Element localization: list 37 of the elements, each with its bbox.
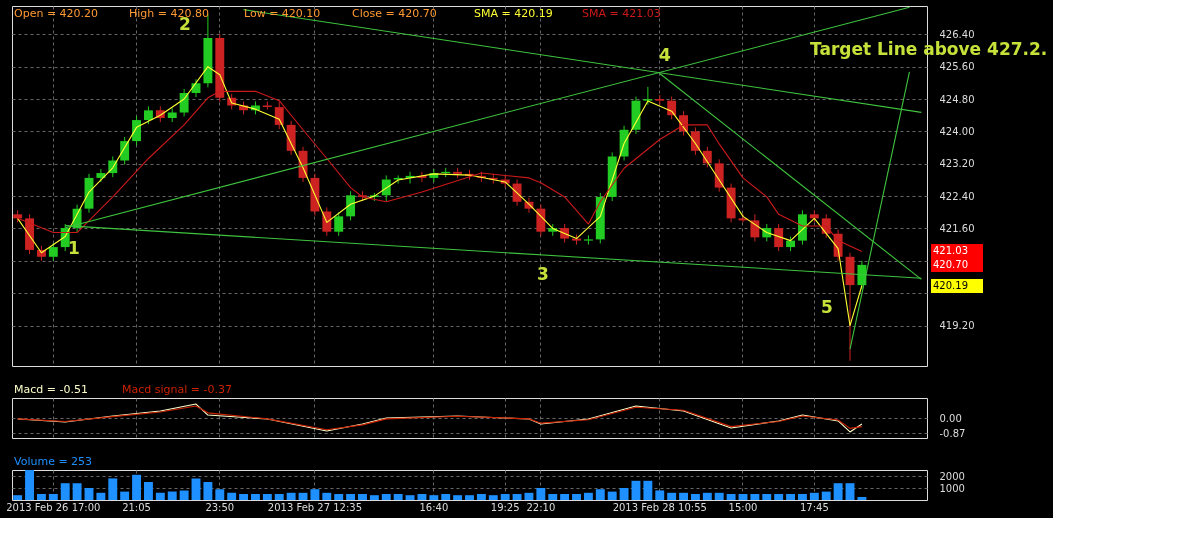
x-tick-label: 2013 Feb 27 12:35: [267, 501, 363, 513]
y-tick-label: 2000: [939, 470, 965, 482]
y-tick-label: 426.40: [939, 28, 975, 40]
x-tick-label: 23:50: [205, 501, 235, 513]
x-tick-label: 21:05: [122, 501, 151, 513]
y-tick-label: 425.60: [939, 61, 975, 73]
annotation: 3: [537, 264, 549, 284]
y-tick-label: 419.20: [939, 320, 975, 332]
text: SMA = 420.19: [474, 7, 553, 20]
y-tick-label: 422.40: [939, 190, 975, 202]
x-tick-label: 22:10: [526, 501, 556, 513]
series-label: Macd signal = -0.37: [122, 383, 232, 396]
annotation: Open = 420.20: [14, 7, 99, 20]
annotation: 1: [68, 238, 80, 258]
text: 420.70: [933, 259, 968, 270]
y-tick-label: -0.87: [939, 427, 966, 439]
text: SMA = 421.03: [582, 7, 661, 20]
y-tick-label: 421.60: [939, 222, 975, 234]
x-tick-label: 16:40: [419, 501, 449, 513]
annotation: Close = 420.70: [352, 7, 437, 20]
text: Macd = -0.51: [14, 383, 88, 396]
annotation: 4: [659, 45, 672, 65]
y-tick-label: 424.80: [939, 93, 975, 105]
text: 420.19: [933, 280, 968, 291]
y-tick-label: 424.00: [939, 125, 975, 137]
y-tick-label: 1000: [939, 482, 965, 494]
series-label: Volume = 253: [14, 455, 93, 468]
x-tick-label: 19:25: [490, 501, 520, 513]
x-tick-label: 2013 Feb 26 17:00: [6, 501, 101, 513]
y-tick-label: 0.00: [939, 412, 962, 424]
text: 421.03: [933, 245, 968, 256]
annotation: 5: [821, 297, 833, 317]
x-tick-label: 17:45: [799, 501, 829, 513]
x-tick-label: 15:00: [728, 501, 758, 513]
y-tick-label: 423.20: [939, 158, 975, 170]
annotation: Low = 420.10: [244, 7, 321, 20]
x-tick-label: 2013 Feb 28 10:55: [612, 501, 707, 513]
